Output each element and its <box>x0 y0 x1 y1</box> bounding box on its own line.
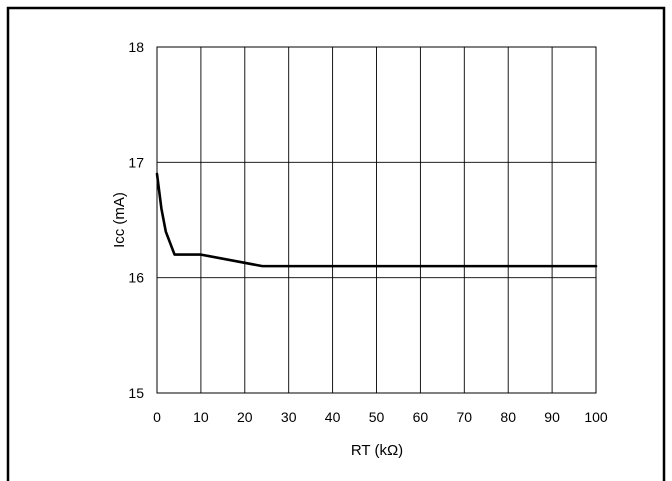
x-gridlines <box>156 47 597 393</box>
y-axis-label: Icc (mA) <box>111 192 128 248</box>
y-tick-label: 16 <box>128 270 144 286</box>
y-tick-label: 18 <box>128 39 144 55</box>
x-tick-labels: 0 10 20 30 40 50 60 70 80 90 100 <box>153 409 608 425</box>
x-tick-label: 60 <box>413 409 429 425</box>
x-tick-label: 40 <box>325 409 341 425</box>
y-tick-label: 17 <box>128 154 144 170</box>
x-tick-label: 50 <box>369 409 385 425</box>
y-gridlines <box>157 46 596 394</box>
plot-area <box>155 46 598 394</box>
x-tick-label: 0 <box>153 409 161 425</box>
x-axis-label: RT (kΩ) <box>351 442 403 459</box>
x-tick-label: 30 <box>281 409 297 425</box>
x-tick-label: 90 <box>544 409 560 425</box>
x-tick-label: 10 <box>193 409 209 425</box>
series-layer <box>155 172 598 268</box>
x-tick-label: 80 <box>500 409 516 425</box>
series-line <box>155 172 598 268</box>
x-tick-label: 100 <box>584 409 608 425</box>
y-tick-label: 15 <box>128 385 144 401</box>
x-tick-label: 20 <box>237 409 253 425</box>
x-tick-label: 70 <box>457 409 473 425</box>
chart-frame <box>6 6 666 481</box>
y-tick-labels: 15 16 17 18 <box>128 39 144 401</box>
